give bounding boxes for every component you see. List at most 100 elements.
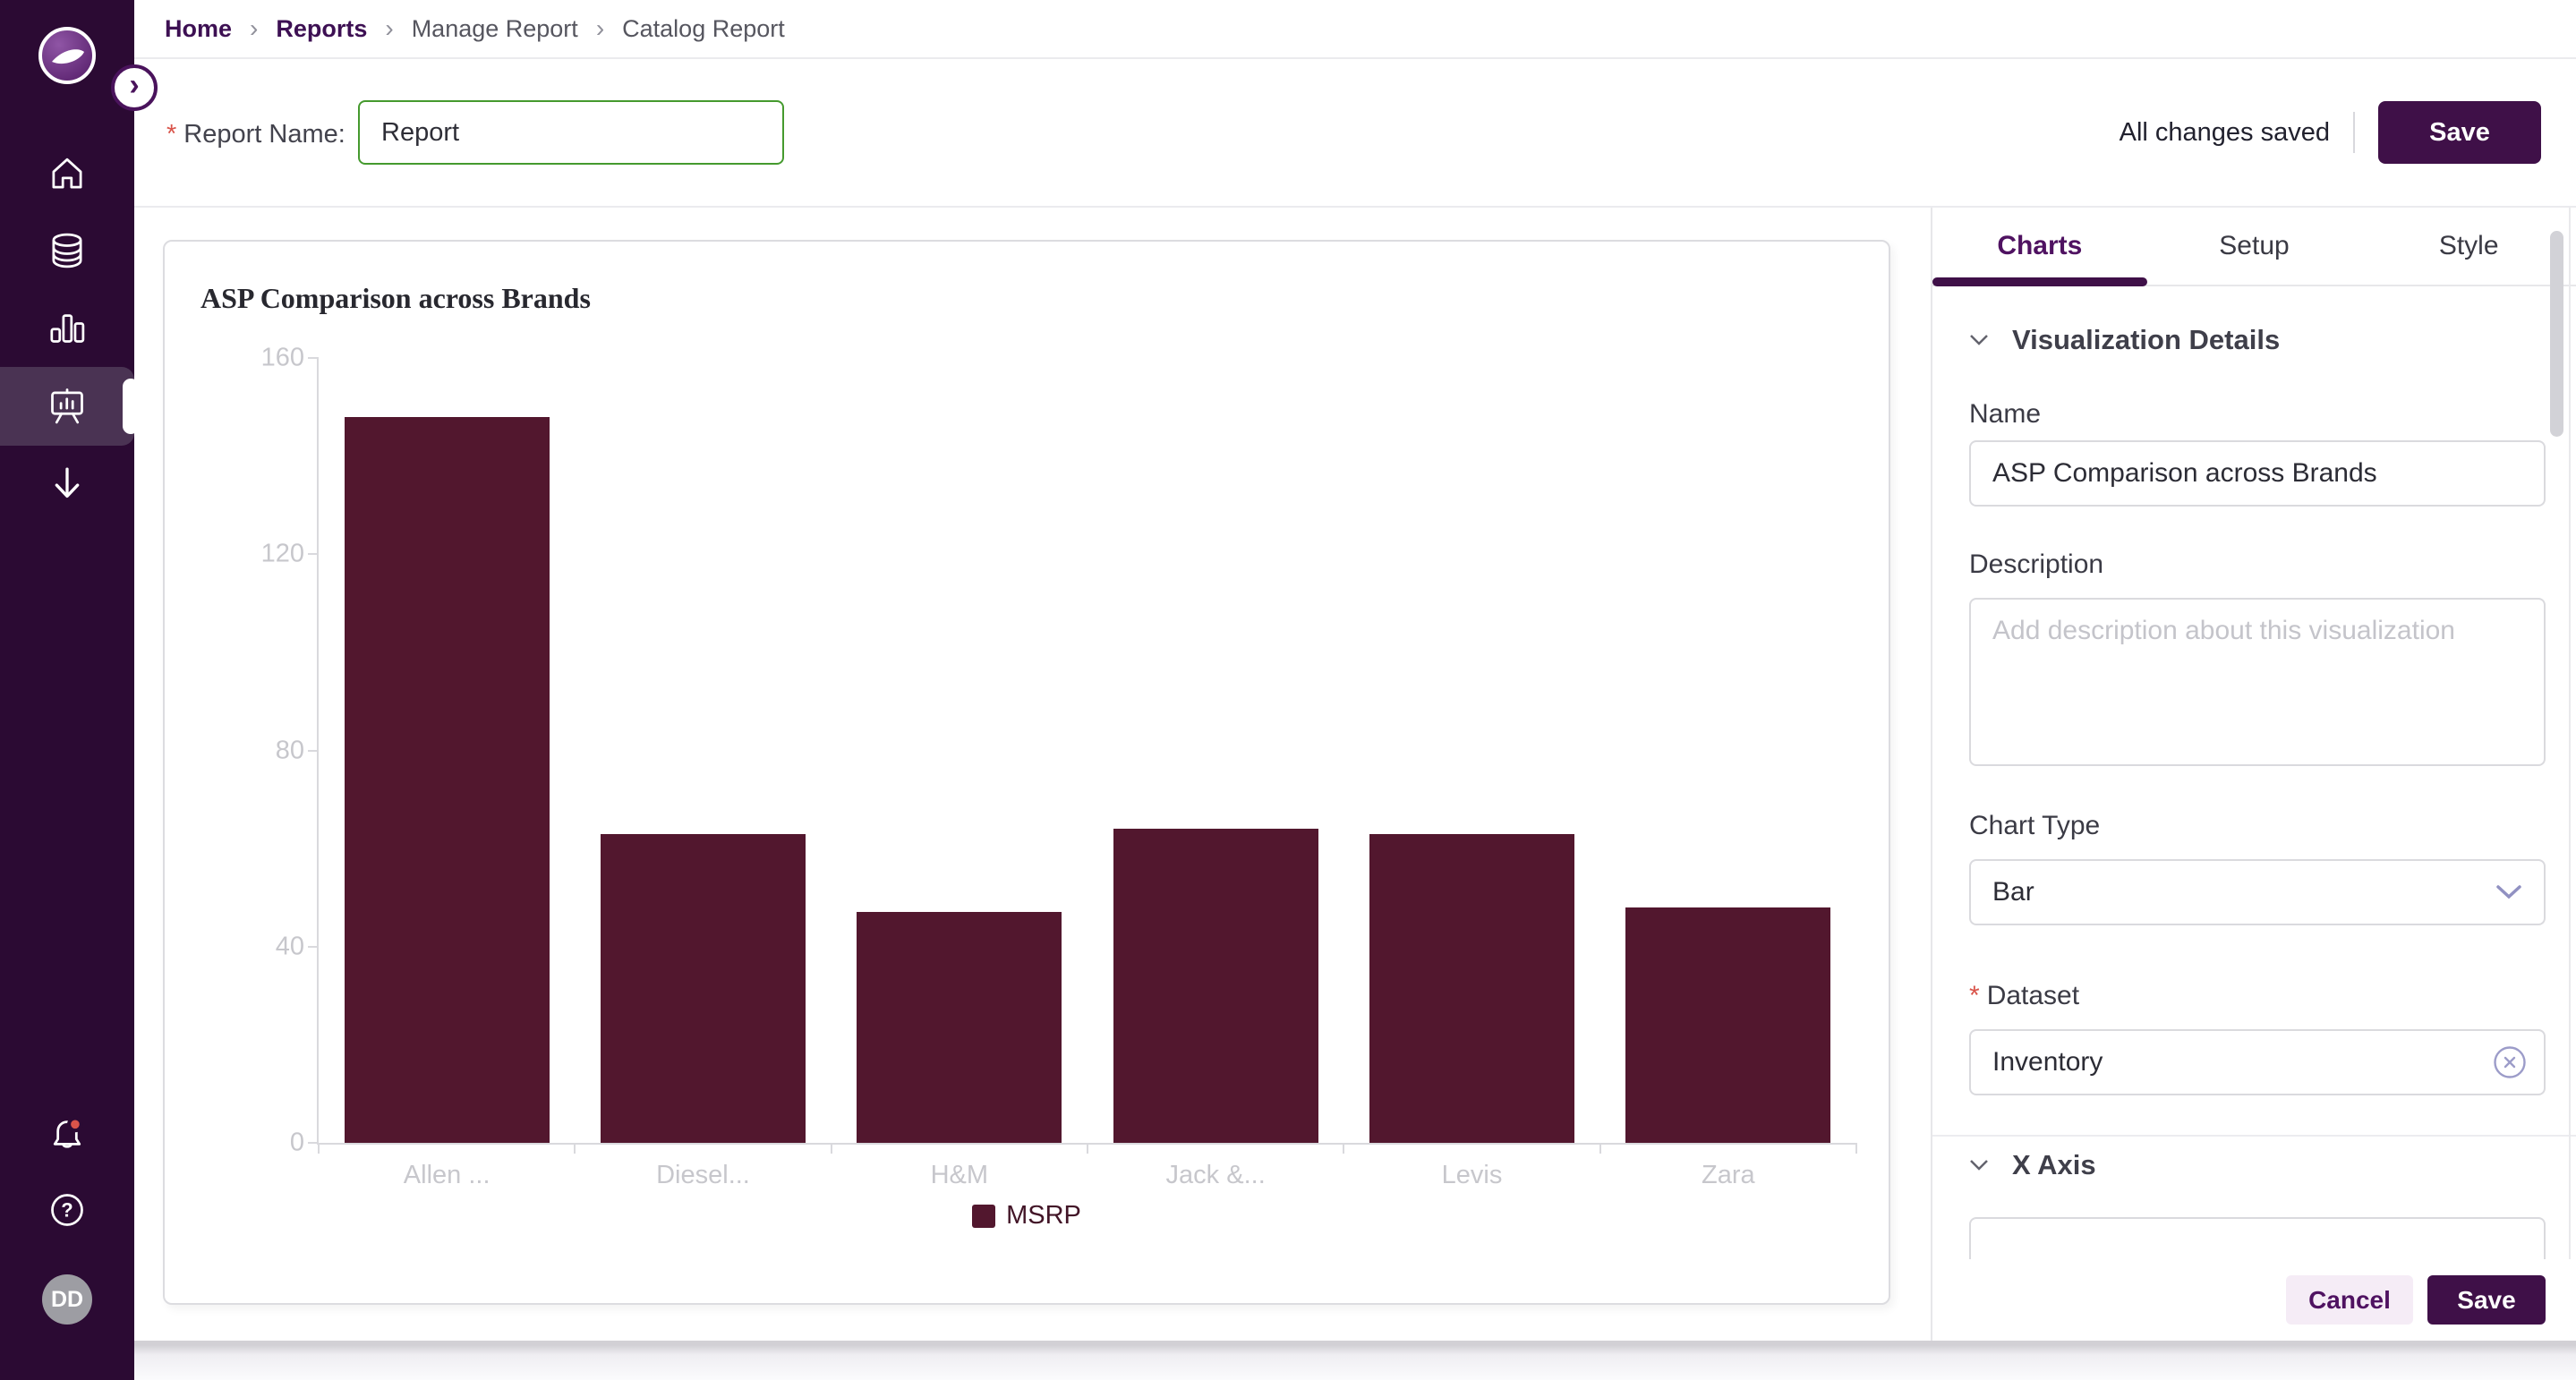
presentation-chart-icon <box>51 388 83 424</box>
save-report-button[interactable]: Save <box>2378 101 2541 164</box>
breadcrumb: Home › Reports › Manage Report › Catalog Repor… <box>165 14 785 43</box>
section-x-axis[interactable]: X Axis <box>1969 1149 2096 1181</box>
panel-scrollbar-track <box>2569 208 2571 1341</box>
section-divider <box>1932 1135 2576 1137</box>
bell-icon <box>53 1116 83 1148</box>
bar-slot <box>832 358 1088 1143</box>
x-axis-label: Zara <box>1701 1161 1755 1189</box>
sidebar-item-export[interactable] <box>0 444 134 523</box>
sidebar-item-analytics[interactable] <box>0 289 134 368</box>
required-asterisk: * <box>1969 981 1980 1010</box>
bar-zara[interactable] <box>1625 907 1831 1143</box>
vertical-divider <box>2353 112 2355 153</box>
sidebar-item-datasets[interactable] <box>0 211 134 290</box>
x-axis-tick <box>318 1143 320 1154</box>
bar-levis[interactable] <box>1369 833 1574 1143</box>
active-item-handle <box>123 379 139 434</box>
panel-tabs: Charts Setup Style <box>1932 208 2576 286</box>
breadcrumb-item-home[interactable]: Home <box>165 14 233 42</box>
bar-slot <box>319 358 575 1143</box>
bar-h&m[interactable] <box>857 912 1062 1143</box>
save-status-text: All changes saved <box>2119 117 2330 147</box>
required-asterisk: * <box>166 120 177 149</box>
name-label: Name <box>1969 399 2042 429</box>
chart-type-select[interactable]: Bar <box>1969 859 2546 925</box>
database-icon <box>52 233 82 268</box>
sidebar-expand-button[interactable]: › <box>111 64 158 111</box>
save-zone: All changes saved Save <box>2120 100 2541 165</box>
bar-slot <box>1600 358 1856 1143</box>
x-axis-label: Jack &... <box>1165 1161 1266 1189</box>
tab-label: Setup <box>2219 231 2290 260</box>
window-bottom-edge <box>134 1341 2576 1380</box>
y-axis-label: 80 <box>275 736 304 764</box>
notification-dot <box>67 1116 83 1133</box>
dataset-input[interactable] <box>1969 1029 2546 1095</box>
section-title: Visualization Details <box>2012 324 2281 355</box>
breadcrumb-item-reports[interactable]: Reports <box>276 14 368 42</box>
sidebar-item-home[interactable] <box>0 134 134 213</box>
download-arrow-icon <box>55 467 80 498</box>
chevron-down-icon <box>1970 1160 1988 1171</box>
panel-footer: Cancel Save <box>1932 1259 2576 1341</box>
chart-plot-area: 0 40 80 120 160 Allen ... Diesel... H&M Jack &.… <box>261 344 1857 1189</box>
brand-logo[interactable] <box>37 25 98 86</box>
tab-label: Charts <box>1997 231 2083 260</box>
home-icon <box>52 158 82 189</box>
chart-title: ASP Comparison across Brands <box>200 282 591 314</box>
bars <box>319 358 1856 1143</box>
bar-diesel[interactable] <box>600 833 806 1143</box>
breadcrumb-separator: › <box>250 14 259 42</box>
y-axis-tick <box>308 553 319 556</box>
help-button[interactable]: ? <box>0 1171 134 1249</box>
bar-jack&[interactable] <box>1113 829 1318 1143</box>
top-bar: Home › Reports › Manage Report › Catalog Repor… <box>134 0 2576 59</box>
y-axis-label: 120 <box>260 539 304 568</box>
clear-circle-icon[interactable] <box>2492 1044 2528 1080</box>
visualization-card: ASP Comparison across Brands 0 40 80 120 160… <box>163 240 1890 1305</box>
description-label: Description <box>1969 549 2104 579</box>
y-axis-label: 40 <box>275 932 304 961</box>
user-avatar[interactable]: DD <box>42 1274 92 1325</box>
settings-panel: Charts Setup Style Visualization Details N… <box>1931 208 2576 1360</box>
tab-charts[interactable]: Charts <box>1932 208 2147 286</box>
chevron-down-icon <box>1970 335 1988 345</box>
sidebar-item-reports[interactable] <box>0 367 139 446</box>
x-axis-label: Allen ... <box>403 1161 490 1189</box>
y-axis-tick <box>308 357 319 359</box>
x-axis-label: H&M <box>930 1161 989 1189</box>
bar-slot <box>1088 358 1343 1143</box>
y-axis-tick <box>308 1142 319 1144</box>
x-axis-tick <box>574 1143 576 1154</box>
tab-style[interactable]: Style <box>2361 208 2576 285</box>
section-title: X Axis <box>2012 1149 2096 1180</box>
help-icon: ? <box>51 1194 83 1226</box>
bar-allen[interactable] <box>344 416 550 1143</box>
chart-legend[interactable]: MSRP <box>165 1201 1889 1231</box>
brand-logo-icon <box>38 27 96 84</box>
description-textarea[interactable] <box>1969 598 2546 766</box>
dataset-label: * Dataset <box>1969 981 2080 1010</box>
x-axis-tick <box>830 1143 832 1154</box>
report-name-label: * Report Name: <box>166 120 345 149</box>
x-axis-labels: Allen ... Diesel... H&M Jack &... Levis Zara <box>319 1161 1856 1190</box>
section-visualization-details[interactable]: Visualization Details <box>1969 324 2280 356</box>
bar-chart-icon <box>50 314 85 343</box>
report-name-input[interactable] <box>358 100 784 165</box>
visualization-name-input[interactable] <box>1969 440 2546 507</box>
legend-label: MSRP <box>1006 1201 1081 1230</box>
notifications-button[interactable] <box>0 1095 134 1174</box>
active-tab-indicator <box>1932 277 2147 286</box>
x-axis-label: Levis <box>1441 1161 1503 1189</box>
x-axis-tick <box>1599 1143 1601 1154</box>
breadcrumb-item-catalog-report: Catalog Report <box>622 14 785 42</box>
chevron-right-icon: › <box>129 68 140 102</box>
report-header-row: *Report Name: All changes saved Save <box>134 59 2576 208</box>
tab-setup[interactable]: Setup <box>2147 208 2362 285</box>
x-axis-tick <box>1343 1143 1345 1154</box>
cancel-button[interactable]: Cancel <box>2286 1275 2413 1325</box>
panel-scrollbar-thumb[interactable] <box>2550 231 2563 437</box>
save-visualization-button[interactable]: Save <box>2427 1275 2546 1325</box>
tab-label: Style <box>2438 231 2499 260</box>
